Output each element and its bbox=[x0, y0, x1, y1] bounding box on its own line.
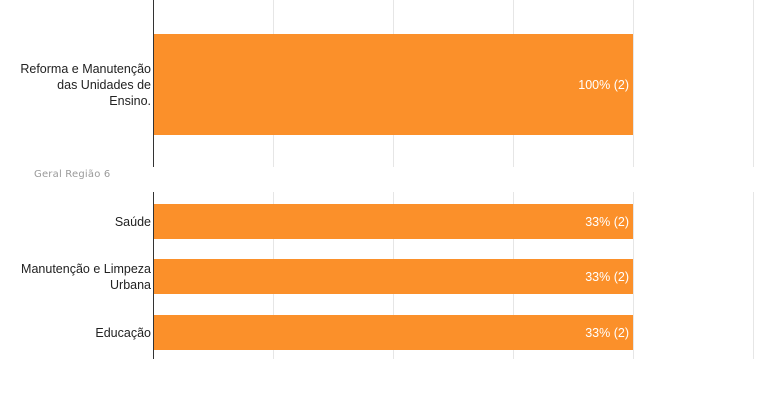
category-label: Manutenção e Limpeza bbox=[21, 262, 151, 276]
bar-value-label: 33% (2) bbox=[585, 326, 629, 340]
category-label: Urbana bbox=[110, 278, 151, 292]
section-label-geral-regiao-6: Geral Região 6 bbox=[34, 169, 111, 180]
category-label: Educação bbox=[95, 326, 151, 340]
category-label: Saúde bbox=[115, 215, 151, 229]
bar bbox=[153, 34, 633, 135]
bar-value-label: 33% (2) bbox=[585, 215, 629, 229]
bar bbox=[153, 259, 633, 294]
bar bbox=[153, 315, 633, 350]
bar-value-label: 100% (2) bbox=[578, 78, 629, 92]
bar bbox=[153, 204, 633, 239]
category-label: das Unidades de bbox=[57, 78, 151, 92]
bar-value-label: 33% (2) bbox=[585, 270, 629, 284]
category-label: Reforma e Manutenção bbox=[20, 62, 151, 76]
category-label: Ensino. bbox=[109, 94, 151, 108]
